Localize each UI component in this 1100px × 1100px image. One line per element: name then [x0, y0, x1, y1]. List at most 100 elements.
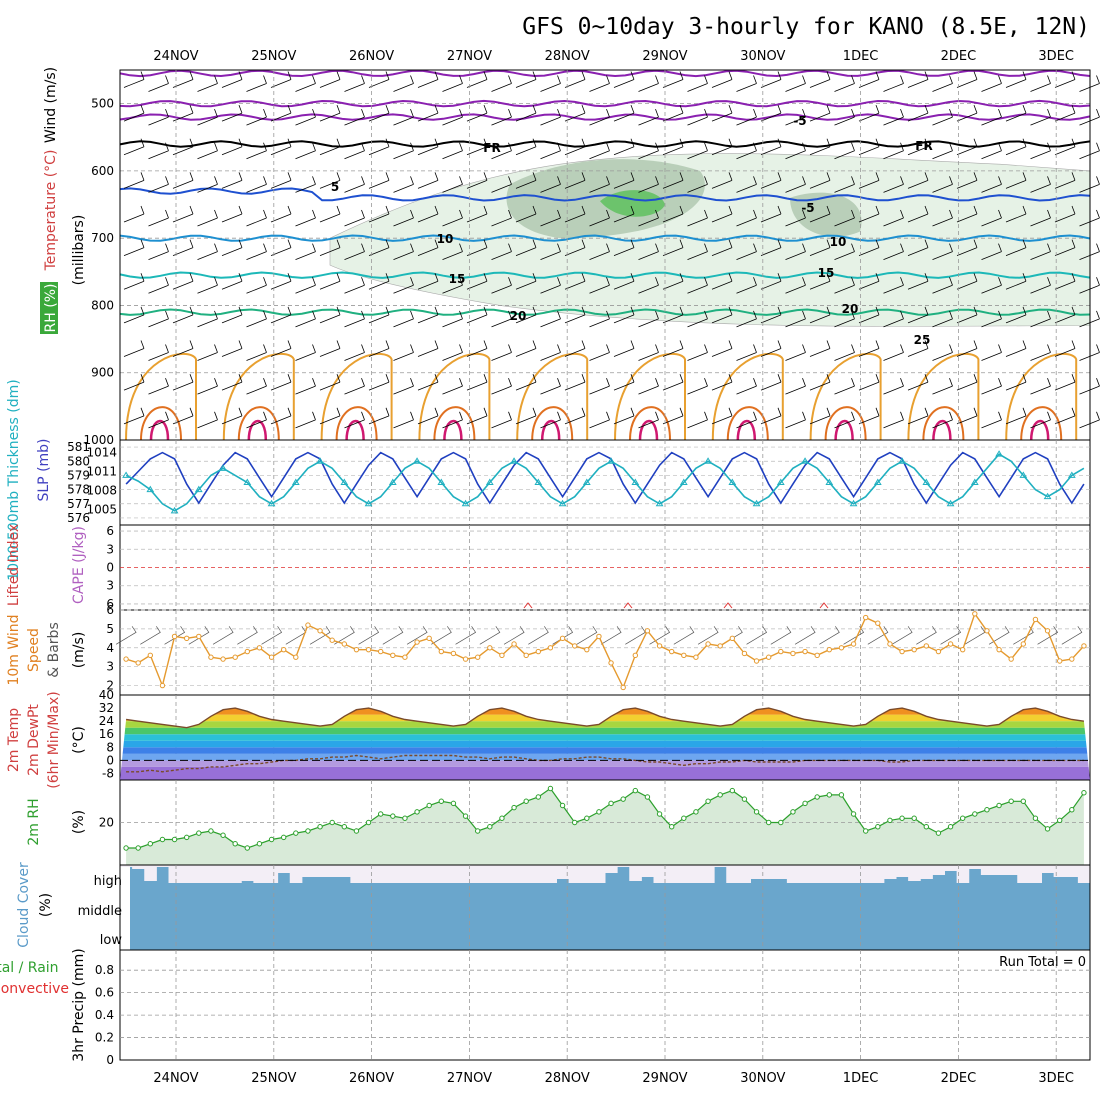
wind-barb [760, 205, 782, 223]
wind-barb [932, 75, 953, 92]
cape-marker [819, 602, 829, 609]
wind-barb [687, 243, 708, 261]
wind-barb [638, 142, 659, 160]
wind-barb [1030, 142, 1051, 160]
bl-contour-30 [824, 406, 867, 441]
wind-barb [442, 75, 463, 92]
wind-barb [246, 243, 267, 261]
wind10-point [705, 641, 711, 647]
wind-barb [809, 340, 831, 357]
high-cloud-cell [968, 865, 982, 869]
temp-band [120, 740, 1090, 748]
high-cloud-cell [1029, 865, 1042, 883]
rh-point [996, 802, 1002, 809]
rh-point [1081, 790, 1087, 796]
wind-barb [834, 344, 855, 361]
wind-barb [809, 138, 831, 156]
wind-barb [687, 277, 708, 294]
wind-barb [589, 243, 610, 261]
wind-barb [736, 344, 757, 361]
wind-barb [662, 340, 684, 357]
pressure-tick-label: 900 [91, 366, 114, 380]
temp-tick-label: 8 [106, 740, 114, 754]
bl-contour-30 [1020, 406, 1063, 441]
wind-barb [295, 310, 316, 328]
wind10-barb [528, 626, 549, 645]
wind-barb [858, 239, 880, 257]
wind10-point [802, 648, 808, 655]
wind-barb [981, 378, 1002, 395]
wind-barb [344, 243, 365, 261]
wind-barb [270, 407, 292, 425]
wind-barb [540, 378, 561, 395]
wind-barb [956, 340, 978, 357]
wind10-barb [600, 626, 622, 645]
wind-barb [834, 243, 855, 261]
high-cloud-cell [811, 865, 824, 883]
wind-barb [711, 205, 733, 223]
wind-barb [417, 205, 439, 223]
date-label-bottom: 27NOV [447, 1071, 492, 1086]
wind-barb [589, 209, 610, 227]
wind-barb [662, 306, 684, 324]
minmax-ylabel: (6hr Min/Max) [46, 691, 62, 788]
wind10-point [984, 628, 990, 634]
wind-barb [197, 411, 218, 429]
wind-barb [417, 407, 439, 425]
high-cloud-cell [641, 865, 654, 877]
wind-barb [368, 138, 390, 156]
wind-barb [613, 273, 635, 290]
bl-contour-25 [418, 352, 491, 441]
contour-label: 15 [449, 272, 466, 286]
high-cloud-cell [350, 865, 363, 883]
wind-barb [1030, 310, 1051, 328]
bl-contour-30 [629, 406, 671, 441]
wind-barb [442, 142, 463, 160]
thickness-point [801, 457, 809, 464]
wind-barb [197, 310, 218, 328]
wind-barb [246, 411, 267, 429]
high-cloud-cell [435, 865, 448, 883]
wind10-point [608, 660, 614, 666]
wind-barb [785, 75, 806, 92]
wind-barb [736, 411, 757, 429]
wind-barb [197, 209, 218, 227]
pressure-tick-label: 700 [91, 231, 114, 245]
wind-barb [760, 273, 782, 290]
wind-barb [221, 104, 243, 122]
temp-tick-label: 32 [99, 701, 114, 715]
wind-barb [1030, 176, 1051, 193]
wind-barb [246, 310, 267, 328]
wind-barb [638, 411, 659, 429]
wind-barb [1054, 138, 1076, 156]
wind-barb [564, 239, 586, 257]
wind-barb [344, 176, 365, 193]
cloud-unit: (%) [38, 893, 54, 917]
wind-barb [736, 378, 757, 395]
wind-barb [393, 142, 414, 160]
wind-barb [785, 209, 806, 227]
wind-barb [221, 205, 243, 223]
wind10-point [317, 628, 323, 634]
wind-barb [907, 306, 929, 324]
rh-point [159, 836, 166, 843]
temp-band [120, 695, 1090, 708]
rh-point [220, 832, 226, 838]
contour-label: FR [915, 139, 932, 153]
rh-point [935, 830, 942, 836]
wind-barb [319, 374, 341, 391]
high-cloud-cell [532, 865, 545, 883]
wind-barb [1005, 138, 1027, 156]
high-cloud-cell [471, 865, 485, 883]
wind10-barb [164, 626, 186, 645]
wind-barb [491, 378, 512, 395]
wind-barb [589, 142, 610, 160]
rh-point [499, 815, 505, 821]
thickness-tick-label: 576 [67, 511, 90, 525]
wind-barb [785, 310, 806, 328]
wind-barb [687, 411, 708, 429]
thickness-point [776, 478, 785, 485]
wind10-barb [940, 626, 962, 645]
date-label-top: 25NOV [251, 49, 296, 64]
wind-barb [785, 411, 806, 429]
